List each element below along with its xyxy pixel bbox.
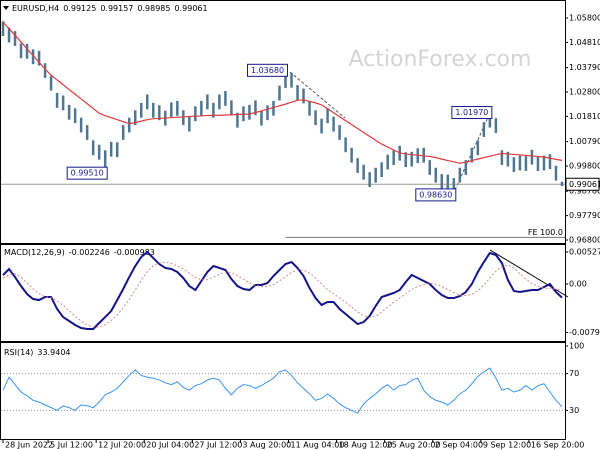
y-tick-label: 0.98780 bbox=[569, 187, 600, 196]
dropdown-icon bbox=[3, 6, 9, 10]
panel-header: EURUSD,H4 0.99125 0.99157 0.98985 0.99061 bbox=[12, 4, 208, 13]
rsi-panel-frame bbox=[0, 342, 566, 440]
x-tick-label: 2 Sep 04:00 bbox=[435, 441, 483, 450]
watermark: ActionForex.com bbox=[349, 47, 532, 72]
price-annotation-box bbox=[415, 188, 457, 202]
x-tick-label: 27 Jul 12:00 bbox=[194, 441, 242, 450]
header-value: -0.002246 bbox=[69, 248, 110, 257]
price-panel-frame bbox=[0, 0, 566, 244]
y-tick-label: 1.00790 bbox=[569, 137, 600, 146]
x-tick-label: 9 Sep 12:00 bbox=[483, 441, 531, 450]
price-annotation-box bbox=[247, 63, 289, 77]
y-tick-label: 1.01810 bbox=[569, 112, 600, 121]
moving-average bbox=[2, 21, 563, 164]
current-price-box bbox=[565, 177, 600, 191]
rsi-line bbox=[2, 367, 563, 414]
x-tick-label: 20 Jul 04:00 bbox=[146, 441, 194, 450]
x-tick-label: 25 Aug 20:00 bbox=[387, 441, 441, 450]
panel-title: MACD(12,26,9) bbox=[4, 248, 65, 257]
price-annotation-box bbox=[66, 166, 108, 180]
y-tick-label: 0.96800 bbox=[569, 236, 600, 245]
panel-title: EURUSD,H4 bbox=[12, 4, 59, 13]
y-tick-label: 100 bbox=[569, 342, 584, 351]
x-tick-label: 5 Jul 12:00 bbox=[50, 441, 93, 450]
current-price-label: 0.99061 bbox=[569, 180, 600, 189]
price-annotation: 0.99510 bbox=[71, 169, 104, 178]
y-tick-label: 1.03790 bbox=[569, 63, 600, 72]
panel-header: RSI(14) 33.9404 bbox=[4, 348, 71, 357]
macd-line bbox=[2, 250, 563, 331]
y-tick-label: 0.99800 bbox=[569, 162, 600, 171]
trend-line bbox=[289, 71, 346, 119]
header-value: 0.99125 bbox=[63, 4, 96, 13]
y-tick-label: 1.02800 bbox=[569, 88, 600, 97]
header-value: 33.9404 bbox=[37, 348, 70, 357]
panel-header: MACD(12,26,9) -0.002246 -0.000983 bbox=[4, 248, 155, 257]
header-value: 0.98985 bbox=[137, 4, 170, 13]
price-annotation: 0.98630 bbox=[419, 190, 452, 199]
header-value: 0.99157 bbox=[100, 4, 133, 13]
fe-label: FE 100.0 bbox=[528, 228, 563, 237]
header-value: -0.000983 bbox=[114, 248, 155, 257]
y-tick-label: 1.04810 bbox=[569, 38, 600, 47]
x-tick-label: 28 Jun 2022 bbox=[5, 441, 53, 450]
y-tick-label: 70 bbox=[569, 369, 579, 378]
y-tick-label: 30 bbox=[569, 406, 579, 415]
y-tick-label: 0.00 bbox=[569, 280, 587, 289]
x-tick-label: 3 Aug 20:00 bbox=[242, 441, 291, 450]
y-tick-label: 0.97790 bbox=[569, 211, 600, 220]
x-tick-label: 11 Aug 04:00 bbox=[291, 441, 345, 450]
x-tick-label: 18 Aug 12:00 bbox=[339, 441, 393, 450]
y-tick-label: 0.00527 bbox=[569, 248, 600, 257]
macd-panel-frame bbox=[0, 244, 566, 342]
price-annotation: 1.01970 bbox=[455, 108, 488, 117]
x-tick-label: 12 Jul 20:00 bbox=[98, 441, 146, 450]
signal-line bbox=[2, 261, 563, 328]
y-tick-label: -0.007984 bbox=[569, 328, 600, 337]
x-tick-label: 16 Sep 20:00 bbox=[531, 441, 584, 450]
panel-title: RSI(14) bbox=[4, 348, 33, 357]
y-tick-label: 1.05800 bbox=[569, 14, 600, 23]
header-value: 0.99061 bbox=[175, 4, 208, 13]
price-annotation: 1.03680 bbox=[251, 66, 284, 75]
price-annotation-box bbox=[451, 106, 493, 120]
